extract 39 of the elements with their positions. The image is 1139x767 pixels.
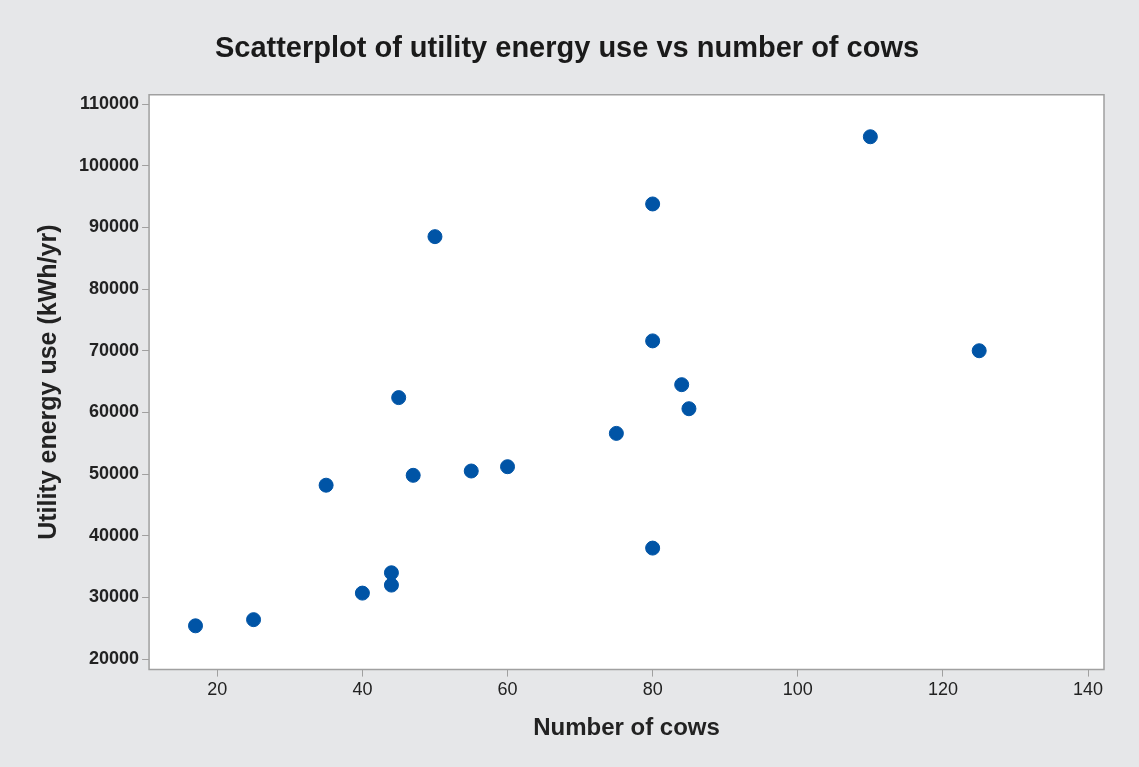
y-tick-label: 50000 <box>89 463 140 484</box>
point <box>427 229 443 245</box>
point <box>354 585 370 601</box>
x-tick-label: 40 <box>352 679 373 700</box>
y-tick-label: 70000 <box>89 339 140 360</box>
point <box>645 196 661 212</box>
point <box>674 377 690 393</box>
y-tick-label: 110000 <box>79 93 140 114</box>
point <box>188 618 204 634</box>
y-tick-label: 80000 <box>89 278 140 299</box>
x-tick-label: 140 <box>1073 679 1104 700</box>
y-tick-label: 90000 <box>89 216 140 237</box>
chart-title: Scatterplot of utility energy use vs number of cows <box>214 31 920 64</box>
y-tick-label: 60000 <box>89 401 140 422</box>
x-axis-title: Number of cows <box>533 713 720 741</box>
point <box>383 565 399 581</box>
point <box>645 540 661 556</box>
y-tick-label: 20000 <box>89 648 140 669</box>
point <box>383 577 399 593</box>
point <box>862 129 878 145</box>
point <box>681 401 697 417</box>
point <box>246 612 262 628</box>
point <box>608 425 624 441</box>
point <box>500 459 516 475</box>
x-tick-label: 120 <box>927 679 958 700</box>
point <box>318 477 334 493</box>
x-tick-label: 80 <box>642 679 663 700</box>
y-tick-label: 100000 <box>78 154 140 175</box>
point <box>645 333 661 349</box>
y-axis-title: Utility energy use (kWh/yr) <box>32 224 61 540</box>
point <box>391 390 407 406</box>
x-tick-label: 100 <box>782 679 813 700</box>
point <box>405 467 421 483</box>
x-tick-label: 60 <box>497 679 518 700</box>
point <box>971 343 987 359</box>
y-tick-label: 30000 <box>89 586 140 607</box>
y-tick-label: 40000 <box>89 524 140 545</box>
x-tick-label: 20 <box>207 679 228 700</box>
point <box>463 463 479 479</box>
